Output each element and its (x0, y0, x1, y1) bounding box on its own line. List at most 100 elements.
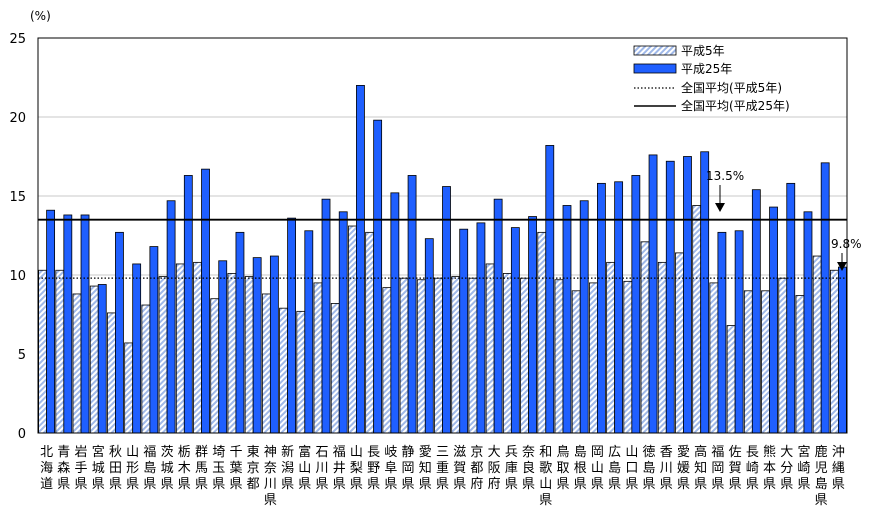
x-category-label: 山口県 (625, 445, 638, 492)
bar-h5 (227, 273, 237, 434)
bar-h5 (537, 231, 547, 434)
legend-swatch-h25 (633, 63, 677, 74)
x-category-label: 佐賀県 (729, 445, 742, 492)
bar-h25 (493, 198, 503, 434)
x-category-label: 徳島県 (643, 445, 656, 492)
bar-h25 (683, 156, 692, 434)
x-category-label: 和歌山県 (539, 445, 552, 508)
bar-h25 (407, 175, 417, 434)
reference-lines (38, 218, 847, 279)
bar-h5 (795, 295, 805, 434)
bar-h5 (726, 325, 736, 434)
bar-h5 (468, 277, 478, 434)
bar-h5 (141, 304, 151, 434)
x-category-label: 長野県 (367, 445, 380, 492)
y-tick-label: 25 (9, 32, 26, 47)
legend-swatch-h5 (633, 45, 677, 56)
bar-h25 (235, 231, 245, 434)
bar-h25 (631, 175, 641, 434)
x-category-label: 香川県 (660, 445, 673, 492)
bar-h25 (424, 238, 434, 434)
legend-label-avg-h5: 全国平均(平成5年) (681, 80, 782, 95)
bar-h5 (640, 241, 650, 434)
x-category-label: 岐阜県 (384, 445, 397, 492)
y-tick-label: 0 (18, 427, 26, 442)
bar-h5 (554, 279, 564, 434)
bar-h25 (803, 211, 813, 434)
x-category-label: 福島県 (143, 445, 156, 492)
x-category-label: 青森県 (57, 445, 70, 492)
x-category-label: 大阪府 (488, 445, 501, 492)
x-category-label: 兵庫県 (505, 445, 518, 492)
unit-label: (%) (30, 9, 51, 23)
bar-h25 (97, 284, 107, 434)
x-category-label: 埼玉県 (212, 445, 225, 492)
bar-h5 (313, 282, 323, 434)
bar-h25 (63, 214, 73, 434)
bar-h5 (330, 303, 340, 434)
x-category-label: 岩手県 (75, 445, 88, 492)
bar-h25 (304, 230, 314, 434)
bars (38, 85, 847, 434)
legend: 平成5年 平成25年 全国平均(平成5年) 全国平均(平成25年) (626, 42, 814, 114)
bar-h25 (218, 260, 228, 434)
x-category-label: 三重県 (436, 445, 449, 492)
bar-h25 (597, 182, 606, 434)
bar-h25 (562, 205, 572, 434)
x-axis-labels: 北海道青森県岩手県宮城県秋田県山形県福島県茨城県栃木県群馬県埼玉県千葉県東京都神… (40, 444, 845, 508)
bar-h25 (837, 266, 847, 434)
legend-label-avg-h25: 全国平均(平成25年) (681, 98, 790, 113)
plot-frame (37, 37, 848, 434)
x-category-label: 沖縄県 (832, 445, 845, 492)
bar-h25 (510, 227, 520, 434)
bar-h5 (812, 255, 822, 434)
bar-h5 (158, 276, 168, 434)
bar-h25 (476, 222, 486, 434)
x-category-label: 福井県 (333, 445, 346, 492)
bar-h25 (356, 85, 365, 434)
x-category-label: 高知県 (694, 444, 707, 492)
x-category-label: 京都府 (470, 445, 483, 492)
bar-h5 (485, 263, 495, 434)
x-category-label: 秋田県 (109, 445, 122, 492)
bar-h5 (761, 290, 770, 434)
bar-h25 (751, 189, 761, 434)
bar-h25 (166, 200, 176, 434)
annotation-label-avg-h5: 9.8% (831, 237, 862, 251)
x-category-label: 山梨県 (350, 445, 363, 492)
bar-h25 (46, 209, 56, 434)
bar-h25 (132, 263, 142, 434)
bar-h25 (545, 145, 555, 434)
bar-h5 (502, 273, 512, 434)
y-tick-label: 20 (9, 111, 26, 126)
y-tick-label: 10 (9, 269, 26, 284)
bar-h5 (193, 261, 202, 434)
bar-h5 (778, 277, 788, 434)
x-category-label: 大分県 (780, 445, 793, 492)
x-category-label: 神奈川県 (264, 445, 277, 508)
x-category-label: 長崎県 (746, 445, 759, 492)
x-category-label: 宮城県 (92, 444, 105, 492)
bar-h5 (38, 269, 48, 434)
bar-h25 (149, 246, 159, 434)
bar-h5 (589, 282, 598, 434)
bar-h5 (107, 312, 116, 434)
bar-h25 (338, 211, 348, 434)
bar-h25 (734, 230, 744, 434)
y-tick-label: 5 (18, 348, 26, 363)
bar-h5 (279, 307, 288, 434)
annotation-avg-h25: 13.5% (706, 169, 744, 212)
x-category-label: 群馬県 (195, 445, 208, 492)
bar-h5 (657, 261, 667, 434)
bar-h25 (183, 175, 193, 434)
x-category-label: 島根県 (574, 445, 587, 492)
bar-h25 (390, 192, 400, 434)
x-category-label: 宮崎県 (797, 444, 810, 492)
x-category-label: 静岡県 (402, 445, 415, 492)
bar-h25 (321, 198, 331, 434)
bar-h5 (124, 342, 134, 434)
x-category-label: 福岡県 (711, 445, 724, 492)
x-category-label: 茨城県 (161, 445, 174, 492)
x-category-label: 熊本県 (763, 444, 776, 492)
x-category-label: 山形県 (126, 445, 139, 492)
